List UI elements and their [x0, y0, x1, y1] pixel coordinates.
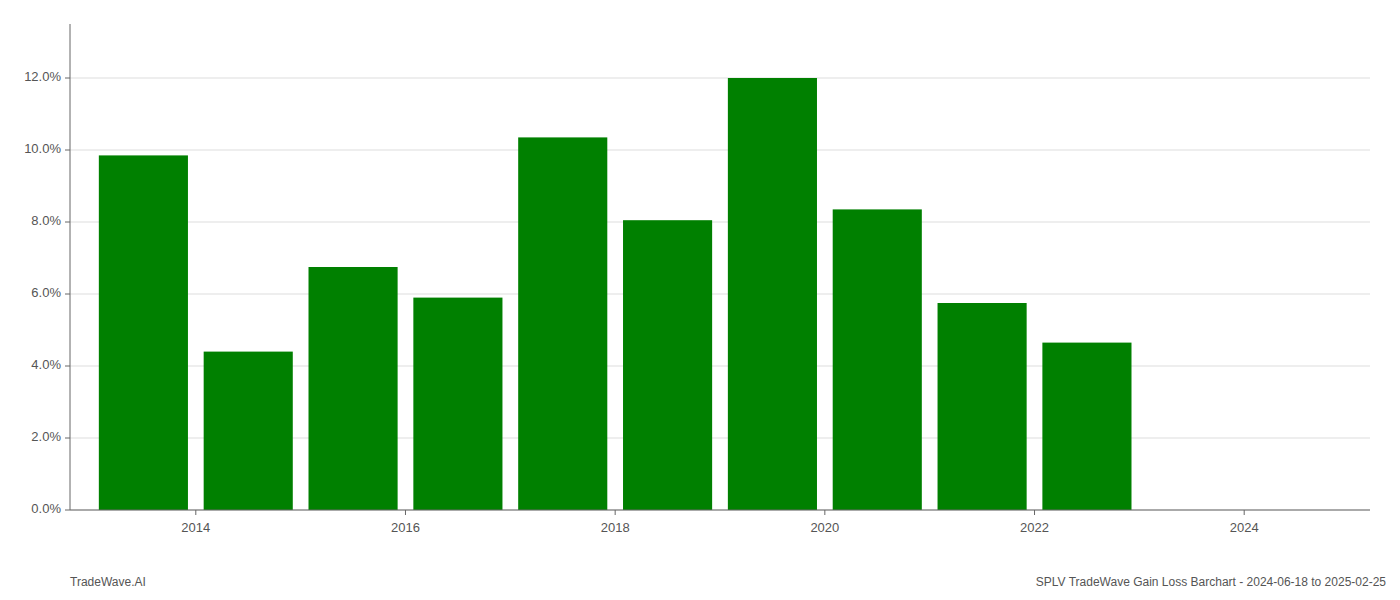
- x-axis: 2014 2016 2018 2020 2022 2024: [70, 510, 1370, 535]
- x-tick-label: 2024: [1230, 520, 1259, 535]
- grid-line: [70, 222, 1370, 223]
- y-tick: [65, 222, 70, 223]
- grid-line: [70, 510, 1370, 511]
- x-axis-line: [70, 510, 1370, 511]
- chart-container: 0.0%2.0%4.0%6.0%8.0%10.0%12.0%2014201620…: [0, 0, 1400, 600]
- bar: [413, 298, 502, 510]
- bar: [204, 352, 293, 510]
- bar: [728, 78, 817, 510]
- grid-line: [70, 78, 1370, 79]
- y-tick-label: 2.0%: [31, 429, 61, 444]
- bar: [938, 303, 1027, 510]
- y-tick-label: 0.0%: [31, 501, 61, 516]
- y-tick: [65, 78, 70, 79]
- y-tick: [65, 294, 70, 295]
- bar: [833, 209, 922, 510]
- y-tick: [65, 438, 70, 439]
- grid-line: [70, 150, 1370, 151]
- footer-text: TradeWave.AI: [70, 575, 146, 589]
- x-tick: [1244, 510, 1245, 515]
- x-tick-label: 2016: [391, 520, 420, 535]
- x-tick: [615, 510, 616, 515]
- grid-line: [70, 294, 1370, 295]
- x-tick: [195, 510, 196, 515]
- footer-text: SPLV TradeWave Gain Loss Barchart - 2024…: [1036, 575, 1387, 589]
- y-tick-label: 6.0%: [31, 285, 61, 300]
- bar: [99, 155, 188, 510]
- bar: [1042, 343, 1131, 510]
- bars: [99, 78, 1132, 510]
- bar: [518, 137, 607, 510]
- y-tick-label: 8.0%: [31, 213, 61, 228]
- x-tick-label: 2018: [601, 520, 630, 535]
- y-tick: [65, 510, 70, 511]
- y-tick-label: 12.0%: [24, 69, 61, 84]
- y-tick: [65, 366, 70, 367]
- x-tick: [824, 510, 825, 515]
- x-tick: [1034, 510, 1035, 515]
- footer: TradeWave.AI SPLV TradeWave Gain Loss Bar…: [70, 575, 1386, 589]
- y-axis-line: [70, 24, 71, 510]
- bar: [623, 220, 712, 510]
- x-tick-label: 2022: [1020, 520, 1049, 535]
- y-tick-label: 10.0%: [24, 141, 61, 156]
- x-tick-label: 2020: [810, 520, 839, 535]
- bar: [309, 267, 398, 510]
- y-axis: 0.0% 2.0% 4.0% 6.0% 8.0% 10.0% 12.0%: [24, 24, 70, 516]
- x-tick-label: 2014: [181, 520, 210, 535]
- y-tick: [65, 150, 70, 151]
- y-grid: [70, 78, 1370, 510]
- x-tick: [405, 510, 406, 515]
- y-tick-label: 4.0%: [31, 357, 61, 372]
- chart-svg: 0.0%2.0%4.0%6.0%8.0%10.0%12.0%2014201620…: [0, 0, 1400, 600]
